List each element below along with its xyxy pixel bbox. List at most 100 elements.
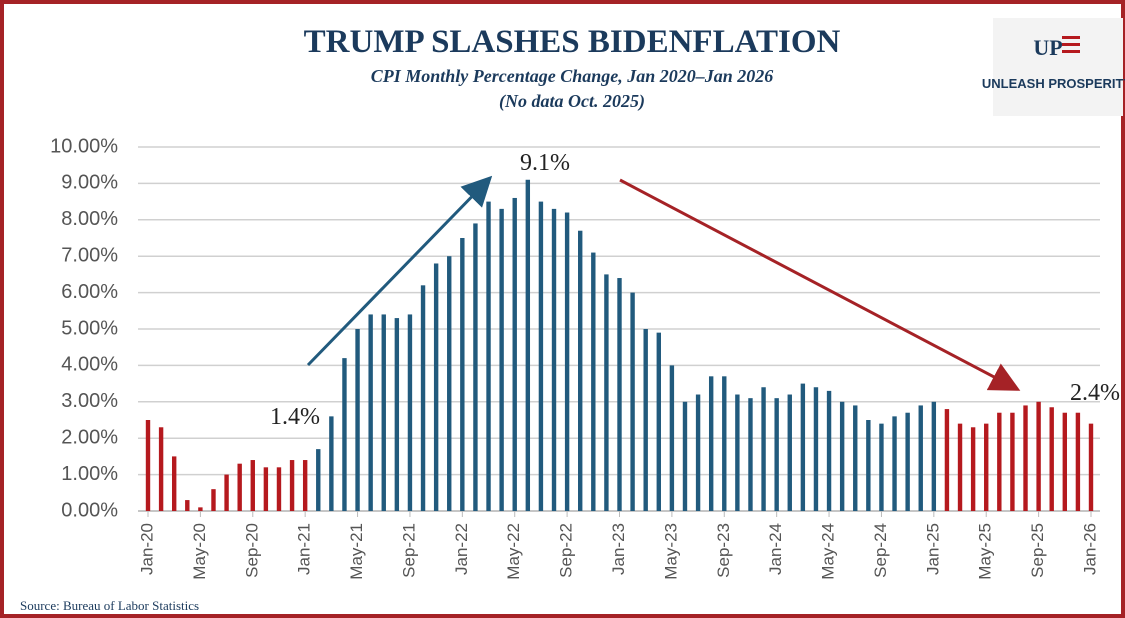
bar [984, 424, 988, 511]
bar [185, 500, 189, 511]
bar [526, 180, 530, 511]
chart-note: (No data Oct. 2025) [499, 91, 645, 112]
y-tick-label: 10.00% [50, 135, 118, 157]
bar [879, 424, 883, 511]
bar [1063, 413, 1067, 511]
bar [473, 223, 477, 511]
x-tick-label: May-25 [976, 523, 995, 580]
x-tick-label: Jan-22 [452, 523, 471, 575]
bar [774, 398, 778, 511]
bar [395, 318, 399, 511]
bar [421, 285, 425, 511]
bar [1036, 402, 1040, 511]
chart-title: TRUMP SLASHES BIDENFLATION [304, 24, 841, 60]
source: Source: Bureau of Labor Statistics [20, 598, 199, 613]
bar [892, 416, 896, 511]
x-tick-label: May-22 [504, 523, 523, 580]
x-tick-label: Jan-23 [609, 523, 628, 575]
bar [224, 475, 228, 511]
bar [696, 395, 700, 511]
bar [958, 424, 962, 511]
bar [643, 329, 647, 511]
y-tick-label: 0.00% [61, 499, 118, 521]
bar [1050, 407, 1054, 511]
bar [499, 209, 503, 511]
y-tick-label: 2.00% [61, 426, 118, 448]
bar [997, 413, 1001, 511]
bar [788, 395, 792, 511]
bar [748, 398, 752, 511]
bar [919, 405, 923, 511]
annotation: 1.4% [270, 404, 320, 430]
bar [604, 274, 608, 511]
bar [342, 358, 346, 511]
x-tick-label: Jan-24 [766, 523, 785, 575]
x-tick-label: Jan-26 [1080, 523, 1099, 575]
bar [827, 391, 831, 511]
x-tick-label: Sep-20 [242, 523, 261, 578]
bar [1089, 424, 1093, 511]
logo-mark: UP [1033, 35, 1062, 60]
bar [801, 384, 805, 511]
x-tick-label: Jan-25 [923, 523, 942, 575]
bar [722, 376, 726, 511]
annotation: 2.4% [1070, 380, 1120, 406]
x-tick-label: Jan-20 [137, 523, 156, 575]
x-tick-label: Sep-23 [714, 523, 733, 578]
bar [237, 464, 241, 511]
y-tick-label: 8.00% [61, 208, 118, 230]
bar [853, 405, 857, 511]
bar [172, 456, 176, 511]
bar [198, 507, 202, 511]
bar [277, 467, 281, 511]
x-tick-label: May-21 [347, 523, 366, 580]
bar [591, 253, 595, 511]
bar [1023, 405, 1027, 511]
bar [683, 402, 687, 511]
y-tick-label: 1.00% [61, 463, 118, 485]
x-tick-label: Sep-21 [399, 523, 418, 578]
y-tick-label: 6.00% [61, 281, 118, 303]
bar [329, 416, 333, 511]
bar [539, 202, 543, 511]
x-tick-label: Sep-22 [557, 523, 576, 578]
bar [905, 413, 909, 511]
bar [971, 427, 975, 511]
bar [578, 231, 582, 511]
y-tick-label: 3.00% [61, 390, 118, 412]
bar [486, 202, 490, 511]
bar [355, 329, 359, 511]
chart: TRUMP SLASHES BIDENFLATION CPI Monthly P… [0, 0, 1125, 618]
bar [840, 402, 844, 511]
bar [709, 376, 713, 511]
bar [1076, 413, 1080, 511]
x-tick-label: Sep-25 [1028, 523, 1047, 578]
bar [932, 402, 936, 511]
bar [434, 263, 438, 511]
y-tick-label: 9.00% [61, 172, 118, 194]
bar [814, 387, 818, 511]
bar [303, 460, 307, 511]
bar [657, 333, 661, 511]
x-tick-label: Jan-21 [295, 523, 314, 575]
bar [565, 213, 569, 511]
logo-box [993, 18, 1123, 116]
logo-flag [1062, 36, 1080, 53]
annotation: 9.1% [520, 150, 570, 176]
logo-text: UNLEASH PROSPERITY [982, 76, 1125, 91]
bar [617, 278, 621, 511]
bar [945, 409, 949, 511]
y-tick-label: 4.00% [61, 354, 118, 376]
bar [447, 256, 451, 511]
bar [761, 387, 765, 511]
bar [552, 209, 556, 511]
bar [460, 238, 464, 511]
bar [290, 460, 294, 511]
bar [630, 293, 634, 511]
bar [251, 460, 255, 511]
bar [368, 314, 372, 511]
bar [735, 395, 739, 511]
bar [382, 314, 386, 511]
y-tick-label: 7.00% [61, 244, 118, 266]
bar [1010, 413, 1014, 511]
